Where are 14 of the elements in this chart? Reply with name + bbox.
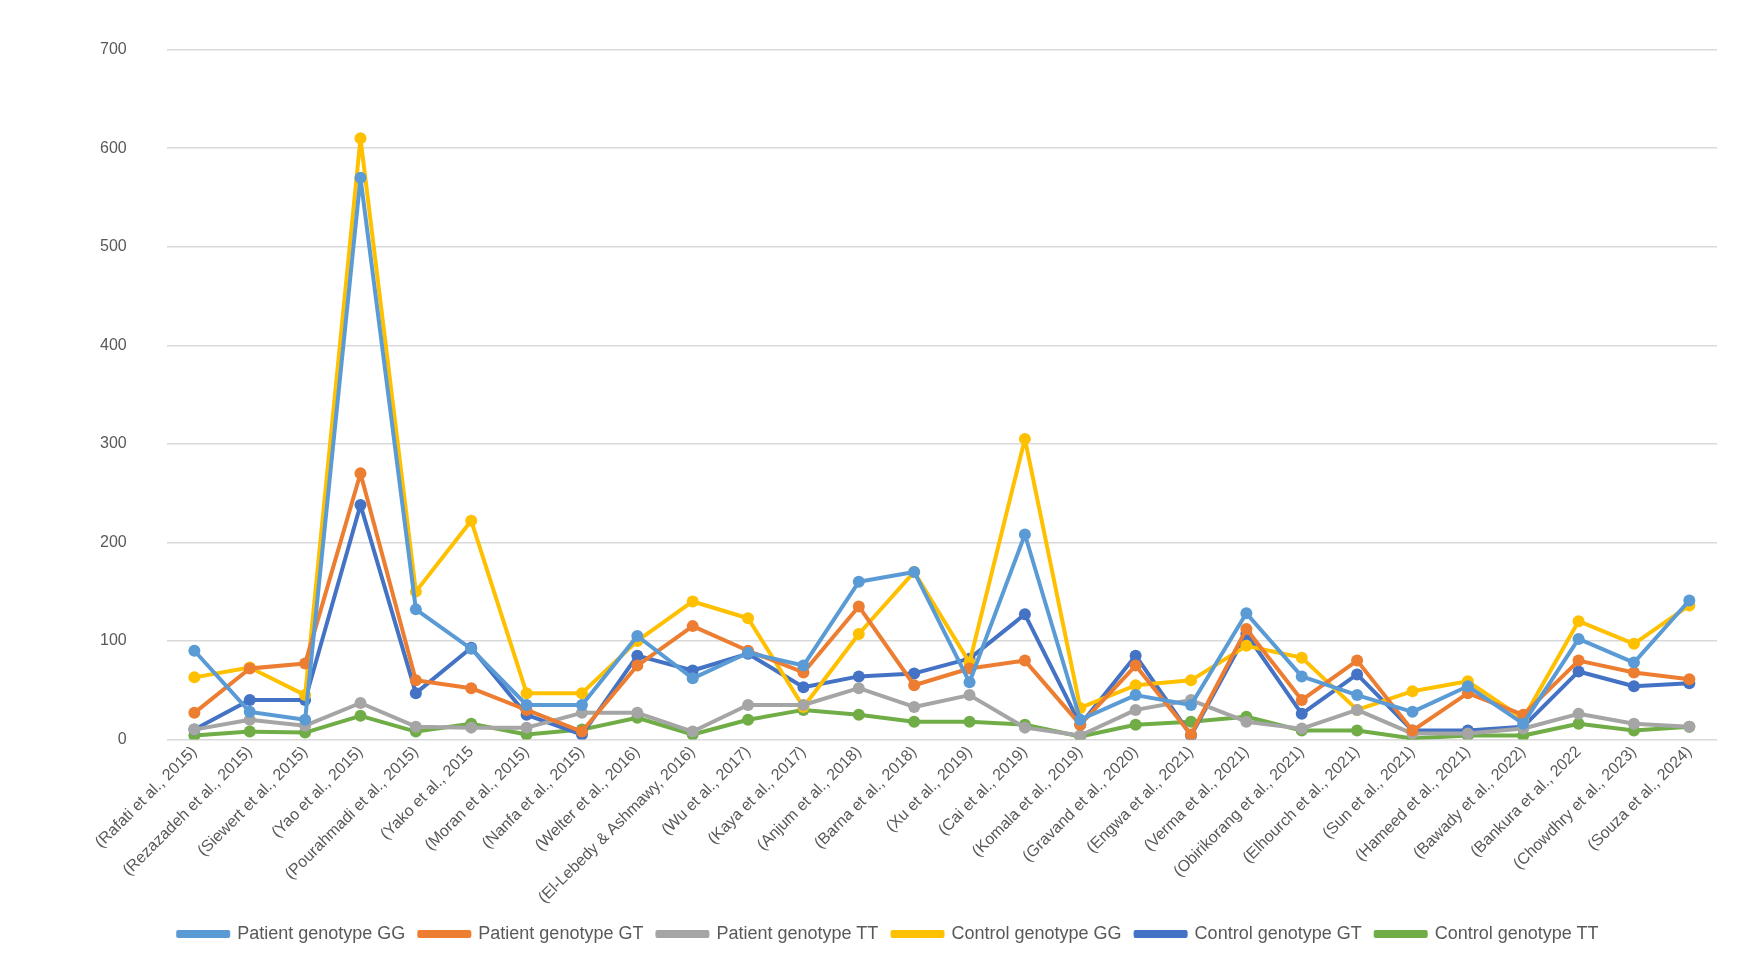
legend-label: Control genotype GG <box>951 922 1122 943</box>
y-tick-label: 400 <box>99 335 127 353</box>
y-tick-label: 0 <box>117 729 127 747</box>
y-tick-label: 600 <box>99 138 127 156</box>
y-tick-label: 500 <box>99 237 127 255</box>
y-tick-label: 300 <box>99 434 127 452</box>
legend-label: Control genotype TT <box>1434 922 1599 943</box>
legend-label: Patient genotype GG <box>237 922 406 943</box>
legend-label: Control genotype GT <box>1194 922 1362 943</box>
legend-label: Patient genotype TT <box>716 922 879 943</box>
y-tick-label: 700 <box>99 40 127 58</box>
legend-label: Patient genotype GT <box>478 922 644 943</box>
y-tick-label: 200 <box>99 532 127 550</box>
y-tick-label: 100 <box>99 631 127 649</box>
